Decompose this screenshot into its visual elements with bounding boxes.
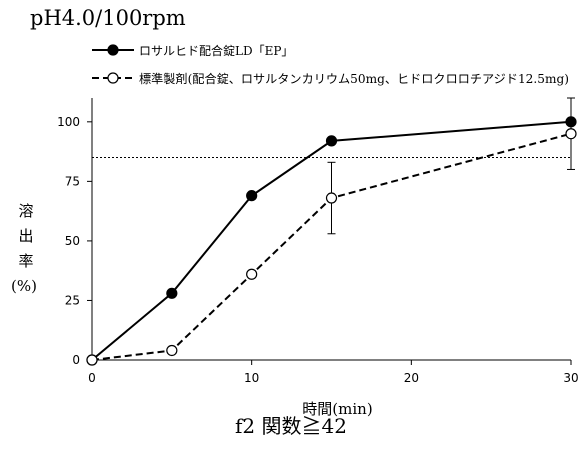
- series-line-1: [91, 120, 572, 361]
- y-axis-label: 出: [18, 227, 33, 245]
- y-tick-label: 0: [72, 353, 80, 367]
- y-tick-label: 100: [57, 115, 80, 129]
- x-axis-label: 時間(min): [302, 400, 372, 418]
- legend-label-1: ロサルヒド配合錠LD「EP」: [139, 43, 293, 58]
- x-tick-label: 20: [404, 371, 419, 385]
- data-point-series-2: [166, 344, 178, 357]
- x-tick-label: 0: [88, 371, 96, 385]
- y-axis-label: (%): [11, 277, 37, 295]
- data-point-series-2: [86, 354, 98, 366]
- y-axis-label: 溶: [18, 202, 33, 220]
- x-tick-label: 10: [244, 371, 259, 385]
- data-point-series-1: [246, 190, 258, 202]
- legend-marker-2: [107, 72, 119, 84]
- data-point-series-2: [565, 128, 577, 140]
- data-point-series-1: [565, 116, 577, 128]
- y-axis-label: 率: [18, 252, 33, 270]
- data-point-series-1: [325, 135, 338, 147]
- data-point-series-2: [246, 268, 258, 280]
- legend-marker-1: [107, 44, 119, 56]
- y-tick-label: 25: [65, 293, 80, 307]
- chart-title: pH4.0/100rpm: [30, 6, 186, 30]
- y-tick-label: 75: [65, 174, 80, 188]
- data-point-series-2: [325, 192, 338, 204]
- legend-label-2: 標準製剤(配合錠、ロサルタンカリウム50mg、ヒドロクロロチアジド12.5mg): [139, 71, 569, 86]
- data-point-series-1: [166, 287, 178, 299]
- x-tick-label: 30: [563, 371, 578, 385]
- y-tick-label: 50: [65, 234, 80, 248]
- chart-footnote: f2 関数≧42: [235, 414, 347, 438]
